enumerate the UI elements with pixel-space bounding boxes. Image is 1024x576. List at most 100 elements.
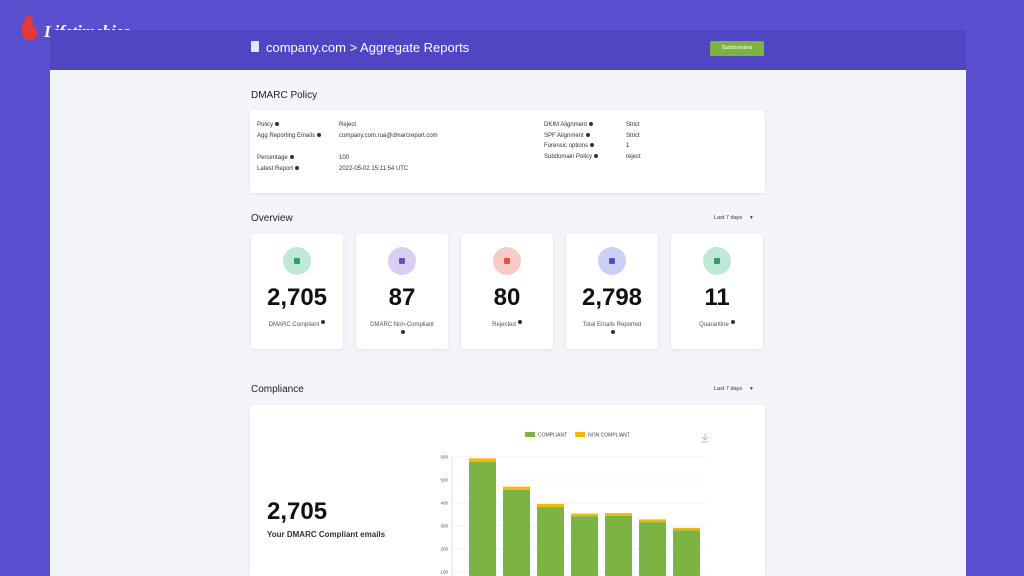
compliant-total-label: Your DMARC Compliant emails — [267, 530, 386, 539]
info-icon[interactable] — [594, 154, 599, 158]
stat-label: Total Emails Reported — [580, 320, 644, 340]
stat-value: 2,798 — [581, 284, 643, 311]
subdomains-button[interactable]: Subdomains — [710, 41, 764, 56]
info-icon[interactable] — [317, 133, 322, 137]
legend-swatch — [575, 432, 586, 437]
policy-value: company.com.rua@dmarcreport.com — [339, 133, 438, 139]
info-icon[interactable] — [295, 166, 300, 170]
policy-label: SPF Alignment — [544, 133, 590, 139]
legend-swatch — [525, 432, 535, 437]
y-tick-label: 600 — [440, 455, 448, 460]
chart: 100 200 300 400 500 600 COMPLIANT NON COMPLIANT — [440, 432, 709, 576]
y-tick-label: 400 — [440, 501, 448, 506]
stat-card: 2,798 Total Emails Reported — [566, 234, 658, 349]
bar-segment — [469, 462, 496, 576]
stat-value: 80 — [493, 284, 521, 311]
page-icon — [251, 41, 259, 52]
label-text: DKIM Alignment — [544, 122, 588, 128]
info-icon[interactable] — [590, 143, 595, 147]
label-text: Percentage — [257, 155, 288, 161]
policy-label: Latest Report — [257, 166, 300, 172]
policy-value: 100 — [339, 155, 350, 161]
bar-segment — [503, 486, 530, 490]
range-select[interactable]: Last 7 days — [714, 215, 743, 221]
policy-value: Reject — [339, 122, 357, 128]
range-caret: ▾ — [750, 386, 753, 392]
stat-card: 87 DMARC Non-Compliant — [356, 234, 448, 349]
stat-icon — [388, 247, 416, 275]
bar-segment — [673, 530, 700, 576]
header-bar — [50, 30, 966, 70]
stat-glyph — [504, 258, 510, 264]
bar-segment — [639, 519, 666, 523]
info-icon[interactable] — [321, 320, 326, 324]
bar-segment — [639, 522, 666, 576]
y-tick-label: 200 — [440, 547, 448, 552]
bar-segment — [537, 506, 564, 576]
bar-segment — [537, 503, 564, 507]
label-text: Quarantine — [699, 322, 729, 328]
bar-segment — [605, 515, 632, 576]
policy-label: Policy — [257, 122, 280, 128]
stat-value: 2,705 — [266, 284, 328, 311]
stat-glyph — [609, 258, 615, 264]
label-text: DMARC Compliant — [268, 322, 320, 328]
policy-label: Subdomain Policy — [544, 154, 599, 160]
policy-label: DKIM Alignment — [544, 122, 594, 128]
label-text: Policy — [257, 122, 274, 128]
info-icon[interactable] — [611, 330, 615, 334]
label-text: DMARC Non-Compliant — [370, 322, 434, 328]
section-title: DMARC Policy — [251, 90, 318, 101]
stat-glyph — [294, 258, 300, 264]
stat-glyph — [714, 258, 720, 264]
stat-icon — [283, 247, 311, 275]
info-icon[interactable] — [517, 320, 522, 324]
info-icon[interactable] — [401, 330, 405, 334]
stat-label: Rejected — [475, 320, 539, 330]
range-caret: ▾ — [750, 215, 753, 221]
info-icon[interactable] — [730, 320, 735, 324]
legend-label: NON COMPLIANT — [588, 433, 630, 439]
policy-value: Strict — [626, 133, 640, 139]
info-icon[interactable] — [289, 155, 294, 159]
info-icon[interactable] — [275, 122, 280, 126]
stat-card: 2,705 DMARC Compliant — [251, 234, 343, 349]
stat-icon — [493, 247, 521, 275]
y-tick-label: 100 — [440, 570, 448, 575]
policy-label: Agg Reporting Emails — [257, 133, 322, 139]
stat-icon — [598, 247, 626, 275]
stat-value: 11 — [704, 284, 730, 311]
logo — [18, 12, 40, 47]
stat-label: DMARC Non-Compliant — [370, 320, 434, 340]
bar-segment — [503, 489, 530, 576]
policy-value: 1 — [626, 143, 630, 149]
label-text: Agg Reporting Emails — [257, 133, 316, 139]
label-text: Subdomain Policy — [544, 154, 593, 160]
info-icon[interactable] — [589, 122, 594, 126]
stat-label: DMARC Compliant — [265, 320, 329, 330]
section-title: Overview — [251, 213, 293, 224]
label-text: Forensic options — [544, 143, 589, 149]
range-select[interactable]: Last 7 days — [714, 386, 743, 392]
logo-icon — [21, 14, 38, 41]
y-tick-label: 300 — [440, 524, 448, 529]
bar-segment — [571, 516, 598, 576]
stat-label: Quarantine — [685, 320, 749, 330]
compliant-total: 2,705 — [267, 498, 328, 525]
policy-label: Percentage — [257, 155, 294, 161]
policy-value: reject — [626, 154, 641, 160]
label-text: Latest Report — [257, 166, 294, 172]
policy-value: Strict — [626, 122, 640, 128]
stat-card: 80 Rejected — [461, 234, 553, 349]
bar-segment — [673, 527, 700, 531]
legend-label: COMPLIANT — [538, 433, 567, 439]
stat-glyph — [399, 258, 405, 264]
label-text: SPF Alignment — [544, 133, 584, 139]
y-tick-label: 500 — [440, 478, 448, 483]
policy-value: 2022-05-02 15:11:54 UTC — [339, 166, 409, 172]
section-title: Compliance — [251, 384, 304, 395]
info-icon[interactable] — [585, 133, 590, 137]
bar-segment — [571, 513, 598, 517]
download-icon[interactable] — [701, 434, 709, 443]
